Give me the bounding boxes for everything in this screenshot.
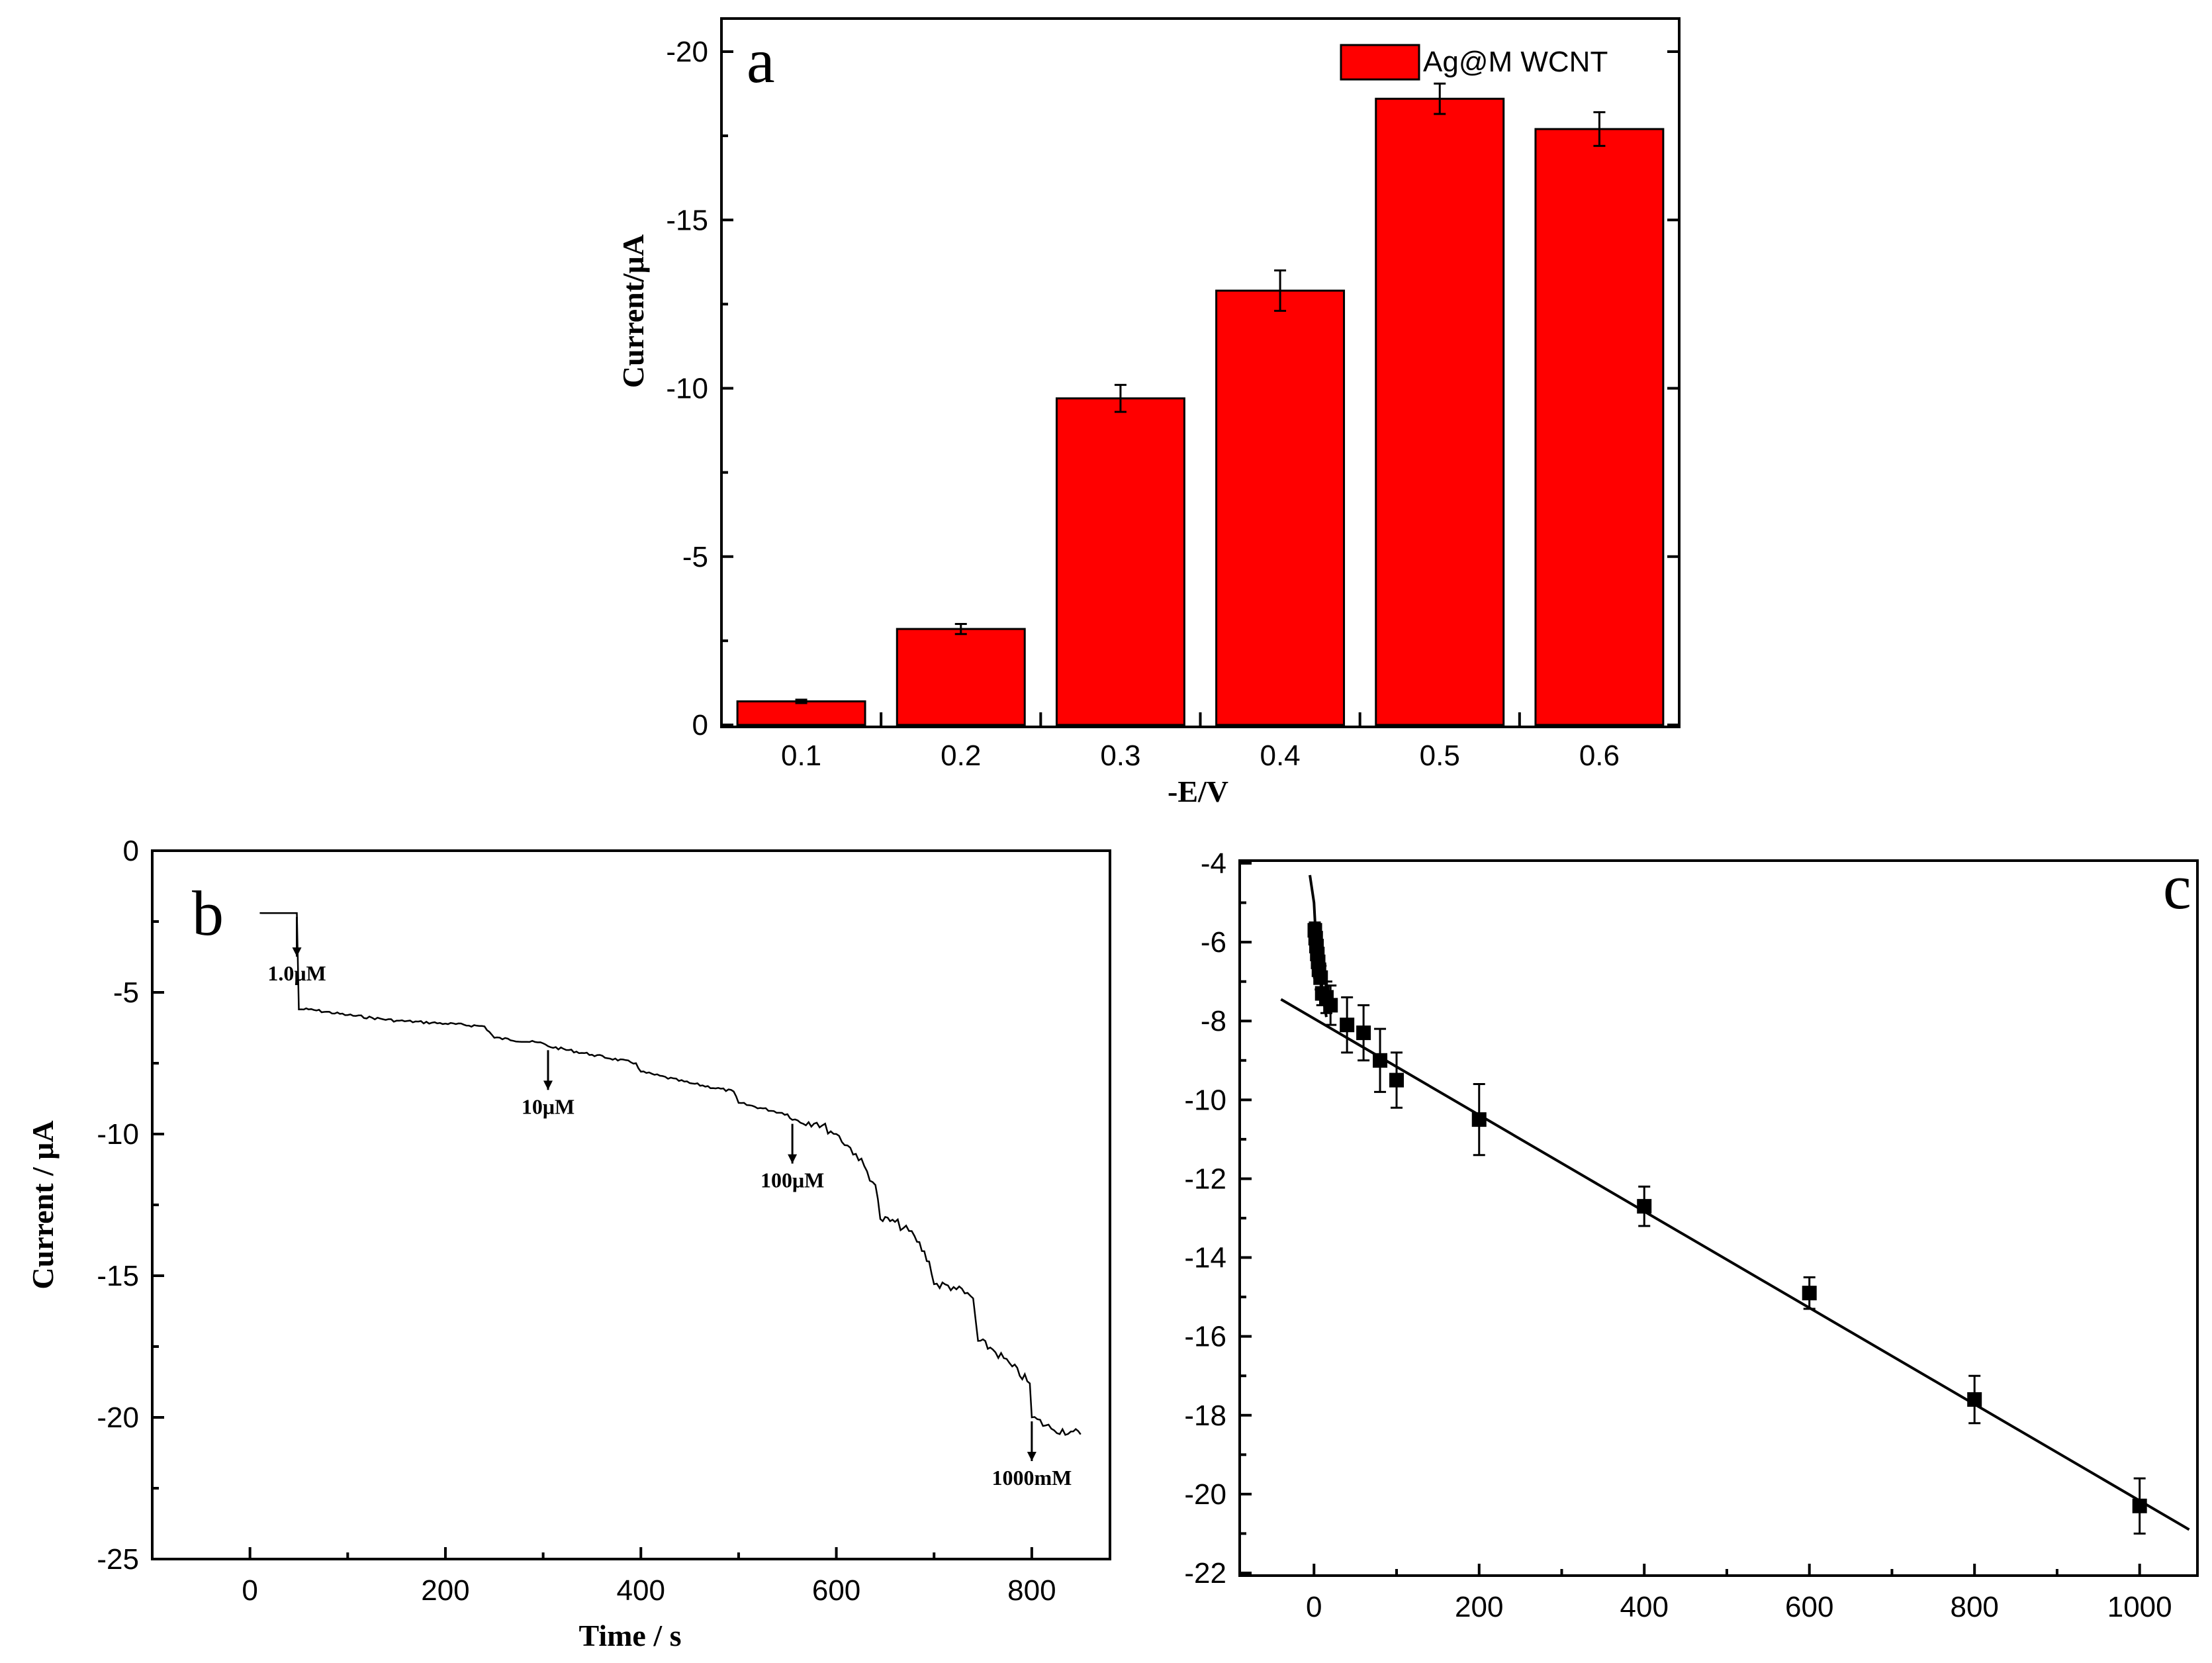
panel-a: 0 -5 -10 -15 -20 0.1 0.2 0.3 0.4 0.5 0.6 a Ag@M W…	[616, 17, 1681, 808]
panel-c-y-tick-label: -8	[1201, 1005, 1226, 1037]
panel-a-bar-0.4	[1215, 289, 1346, 726]
panel-b-arrow-head	[292, 947, 302, 957]
panel-b-y-tick-label: -15	[97, 1260, 139, 1292]
panel-a-y-ticks: 0 -5 -10 -15 -20	[666, 36, 1679, 741]
panel-a-y-axis-label: Current/μA	[616, 234, 650, 388]
panel-c-x-tick-label: 0	[1306, 1591, 1322, 1623]
panel-c-point	[1471, 1112, 1487, 1127]
panel-a-x-tick-label: 0.6	[1579, 739, 1620, 772]
panel-b-annotation-label: 1.0μM	[267, 961, 326, 985]
panel-c-point	[1323, 998, 1338, 1013]
panel-c-fit-line	[1280, 998, 2190, 1531]
panel-c-y-tick-label: -4	[1201, 847, 1226, 880]
panel-b-response-trace	[259, 912, 1082, 1436]
panel-a-x-tick-label: 0.5	[1420, 739, 1460, 772]
panel-a-bar-0.5	[1375, 97, 1505, 726]
panel-c-y-tick-label: -20	[1184, 1478, 1226, 1511]
panel-c-x-tick-label: 1000	[2107, 1591, 2172, 1623]
panel-b-y-tick-label: 0	[123, 835, 139, 867]
panel-b-arrow-head	[1027, 1452, 1037, 1461]
panel-c-point	[1967, 1392, 1982, 1407]
panel-b-annotation-label: 1000mM	[991, 1466, 1072, 1490]
panel-c-point	[1373, 1053, 1388, 1068]
panel-b-y-tick-label: -25	[97, 1543, 139, 1576]
panel-c-y-tick-label: -18	[1184, 1400, 1226, 1432]
panel-a-error-bar-0.4	[1274, 269, 1287, 312]
panel-c-y-tick-label: -12	[1184, 1163, 1226, 1195]
panel-c-x-tick-label: 400	[1620, 1591, 1669, 1623]
panel-a-x-axis-label: -E/V	[1168, 775, 1228, 808]
panel-c: -4 -6 -8 -10 -12 -14 -16 -18 -20 -22 0 200 400 600 80…	[1184, 847, 2199, 1623]
panel-b: 0-5-10-15-20-25 0 200 400 600 800 1.0μM10μM1…	[26, 835, 1111, 1652]
panel-b-y-tick-label: -5	[113, 976, 139, 1009]
panel-c-y-tick-label: -6	[1201, 926, 1226, 959]
panel-a-letter: a	[747, 25, 775, 96]
panel-b-concentration-annotations: 1.0μM 10μM 100μM 1000mM	[267, 917, 1072, 1490]
panel-c-point	[1389, 1072, 1405, 1088]
panel-b-y-axis-label: Current / μA	[26, 1120, 60, 1289]
panel-b-x-tick-label: 0	[242, 1574, 257, 1607]
panel-a-error-bar-0.6	[1593, 111, 1606, 147]
panel-a-y-tick-label: -15	[666, 204, 708, 236]
panel-a-error-bar-0.3	[1114, 383, 1127, 413]
panel-c-x-tick-label: 200	[1455, 1591, 1503, 1623]
panel-b-annotation-label: 100μM	[760, 1168, 824, 1192]
panel-b-x-tick-label: 200	[421, 1574, 469, 1607]
panel-a-x-tick-label: 0.4	[1260, 739, 1300, 772]
panel-c-x-tick-label: 600	[1785, 1591, 1833, 1623]
panel-a-bar-0.3	[1055, 397, 1185, 726]
panel-a-x-tick-label: 0.3	[1100, 739, 1140, 772]
panel-b-x-ticks: 0 200 400 600 800	[242, 1547, 1056, 1607]
panel-a-y-tick-label: -5	[682, 541, 708, 573]
panel-a-x-tick-label: 0.2	[941, 739, 981, 772]
panel-c-y-ticks: -4 -6 -8 -10 -12 -14 -16 -18 -20 -22	[1184, 847, 1252, 1590]
panel-a-y-tick-label: -10	[666, 373, 708, 405]
panel-b-annotation-label: 10μM	[522, 1094, 575, 1118]
panel-a-error-bar-0.2	[954, 622, 967, 636]
panel-c-y-tick-label: -16	[1184, 1321, 1226, 1353]
panel-c-point	[1802, 1286, 1817, 1301]
panel-a-bar-0.6	[1534, 128, 1665, 726]
panel-a-y-tick-label: 0	[692, 709, 708, 741]
panel-b-x-axis-label: Time / s	[578, 1619, 681, 1652]
panel-c-x-ticks: 0 200 400 600 800 1000	[1306, 1564, 2172, 1623]
legend-swatch	[1340, 44, 1420, 81]
panel-b-plot-frame	[151, 849, 1111, 1560]
panel-b-y-ticks: 0 -5 -10 -15 -20 -25	[97, 835, 164, 1576]
panel-a-x-tick-label: 0.1	[781, 739, 821, 772]
panel-c-y-tick-label: -14	[1184, 1242, 1226, 1274]
panel-b-x-tick-label: 600	[812, 1574, 860, 1607]
panel-c-point	[1637, 1199, 1652, 1214]
panel-c-plot-frame	[1238, 859, 2199, 1577]
panel-b-y-tick-label: -10	[97, 1118, 139, 1151]
panel-c-point	[1356, 1025, 1371, 1041]
panel-a-error-bar-0.1	[795, 698, 807, 704]
panel-a-bar-0.1	[736, 700, 866, 726]
panel-a-bars	[736, 82, 1665, 726]
panel-c-x-tick-label: 800	[1950, 1591, 1998, 1623]
panel-b-letter: b	[192, 878, 224, 949]
panel-c-y-tick-label: -22	[1184, 1557, 1226, 1590]
panel-b-arrow-head	[788, 1154, 798, 1164]
panel-c-point	[2132, 1498, 2147, 1513]
panel-a-x-ticks: 0.1 0.2 0.3 0.4 0.5 0.6	[781, 712, 1620, 772]
panel-b-arrow-head	[543, 1080, 553, 1090]
panel-c-data-points	[1307, 921, 2147, 1535]
panel-b-x-tick-label: 400	[617, 1574, 665, 1607]
panel-c-letter: c	[2163, 851, 2191, 922]
panel-c-y-tick-label: -10	[1184, 1084, 1226, 1116]
panel-b-y-tick-label: -20	[97, 1402, 139, 1434]
panel-a-y-tick-label: -20	[666, 36, 708, 68]
panel-c-point	[1340, 1018, 1355, 1033]
panel-a-error-bar-0.5	[1434, 82, 1446, 115]
panel-a-bar-0.2	[896, 628, 1026, 726]
legend-label: Ag@M WCNT	[1423, 46, 1608, 78]
panel-b-x-tick-label: 800	[1007, 1574, 1056, 1607]
